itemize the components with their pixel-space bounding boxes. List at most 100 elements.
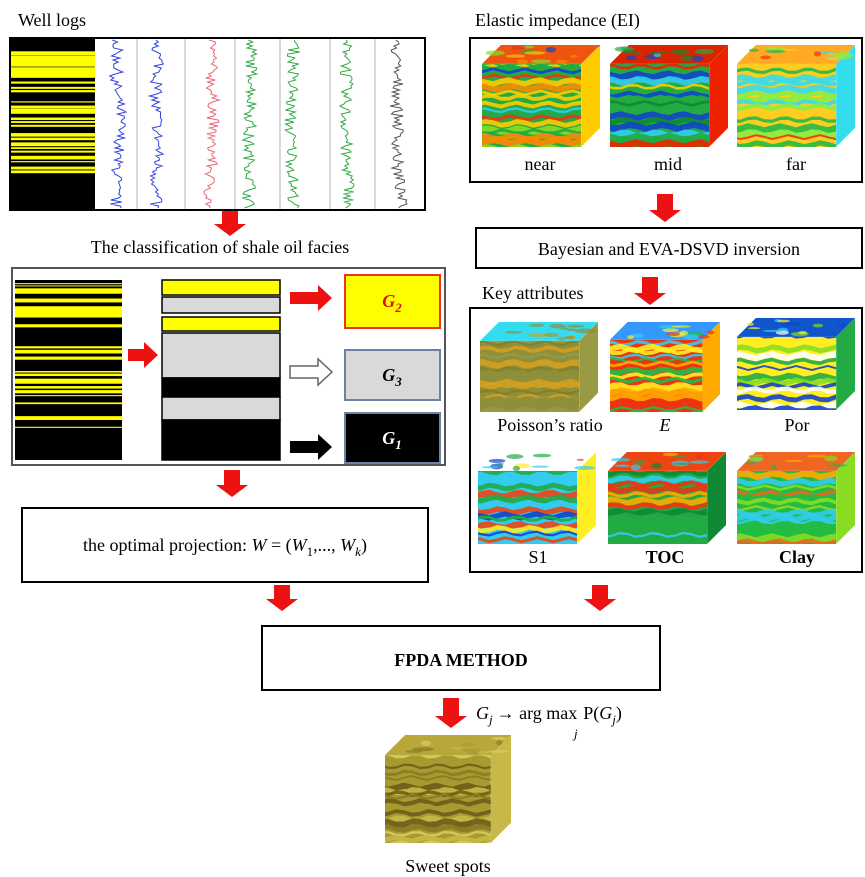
top-blob xyxy=(827,53,835,56)
lithology-stripe xyxy=(11,147,95,149)
top-blob xyxy=(747,322,754,326)
lithology-stripe xyxy=(15,386,122,389)
log-curve xyxy=(242,40,256,208)
lithology-stripe xyxy=(15,427,122,428)
face-band xyxy=(732,30,860,41)
top-blob xyxy=(762,330,782,332)
top-blob xyxy=(421,740,431,746)
facies-layer xyxy=(162,280,280,295)
facies-layer xyxy=(162,397,280,420)
lithology-stripe xyxy=(15,381,122,383)
face-band xyxy=(732,0,860,41)
top-blob xyxy=(574,466,595,470)
facies-layer xyxy=(162,420,280,460)
top-blob xyxy=(412,747,434,751)
cube-label: near xyxy=(525,154,556,174)
top-blob xyxy=(489,459,506,463)
top-blob xyxy=(546,47,556,52)
top-blob xyxy=(531,465,549,467)
top-blob xyxy=(748,327,761,329)
top-blob xyxy=(745,462,756,464)
lithology-stripe xyxy=(15,402,122,404)
facies-layer xyxy=(162,378,280,397)
lithology-stripe xyxy=(11,125,95,127)
top-blob xyxy=(486,50,505,55)
top-blob xyxy=(765,47,785,50)
top-blob xyxy=(629,52,641,55)
arrow xyxy=(584,585,616,611)
decision-formula: Gj→ arg maxP(Gj) xyxy=(476,703,622,727)
log-curve xyxy=(340,40,354,208)
top-blob xyxy=(771,465,777,470)
top-blob xyxy=(570,55,578,58)
box-label: Bayesian and EVA-DSVD inversion xyxy=(538,239,800,259)
lithology-stripe xyxy=(11,112,95,114)
section-title: The classification of shale oil facies xyxy=(91,237,349,257)
cube-label: Poisson’s ratio xyxy=(497,415,603,435)
top-blob xyxy=(615,465,630,468)
top-blob xyxy=(649,51,667,53)
lithology-stripe xyxy=(11,142,95,146)
top-blob xyxy=(477,751,489,755)
lithology-stripe xyxy=(11,138,95,141)
top-blob xyxy=(497,463,504,465)
result-label: Sweet spots xyxy=(405,856,491,876)
face-band xyxy=(603,435,731,446)
top-blob xyxy=(765,50,785,53)
arrow xyxy=(634,277,666,305)
arrow xyxy=(649,194,681,222)
lithology-stripe xyxy=(15,350,122,354)
top-blob xyxy=(662,328,679,332)
lithology-stripe xyxy=(15,416,122,420)
lithology-stripe xyxy=(11,106,95,109)
cube-label: mid xyxy=(654,154,682,174)
top-blob xyxy=(670,50,689,55)
top-blob xyxy=(631,464,641,470)
top-blob xyxy=(627,335,634,339)
face-band xyxy=(603,442,731,449)
top-blob xyxy=(506,54,525,58)
facies-layer xyxy=(162,317,280,331)
lithology-stripe xyxy=(11,117,95,120)
lithology-stripe xyxy=(11,101,95,102)
face-band xyxy=(732,439,860,446)
log-curve xyxy=(285,40,300,208)
lithology-stripe xyxy=(15,283,122,284)
top-blob xyxy=(798,331,807,334)
top-blob xyxy=(524,51,545,54)
face-band xyxy=(475,316,603,323)
lithology-stripe xyxy=(11,62,95,67)
arrow xyxy=(128,342,158,368)
face-band xyxy=(732,0,860,36)
top-blob xyxy=(626,56,637,60)
lithology-stripe xyxy=(11,51,95,55)
top-blob xyxy=(506,454,523,459)
top-blob xyxy=(611,458,630,462)
facies-layer xyxy=(162,297,280,313)
top-blob xyxy=(531,59,551,63)
top-blob xyxy=(813,324,823,328)
top-blob xyxy=(651,463,662,469)
top-blob xyxy=(533,454,551,458)
arrow xyxy=(290,285,332,311)
lithology-stripe xyxy=(11,108,95,112)
lithology-stripe xyxy=(11,87,95,89)
cube-label: TOC xyxy=(646,547,685,567)
cube-label: S1 xyxy=(528,547,547,567)
top-blob xyxy=(505,331,522,334)
top-blob xyxy=(451,747,463,750)
arrow xyxy=(435,698,467,728)
top-blob xyxy=(517,59,528,64)
box-label: FPDA METHOD xyxy=(394,650,528,670)
top-blob xyxy=(827,464,848,466)
cube-label: Clay xyxy=(779,547,815,567)
top-blob xyxy=(492,737,507,740)
top-blob xyxy=(707,330,714,334)
top-blob xyxy=(566,324,584,327)
lithology-stripe xyxy=(15,346,122,348)
top-blob xyxy=(511,46,525,50)
top-blob xyxy=(577,459,584,461)
lithology-stripe xyxy=(15,390,122,393)
top-blob xyxy=(634,460,648,462)
top-blob xyxy=(557,337,566,341)
